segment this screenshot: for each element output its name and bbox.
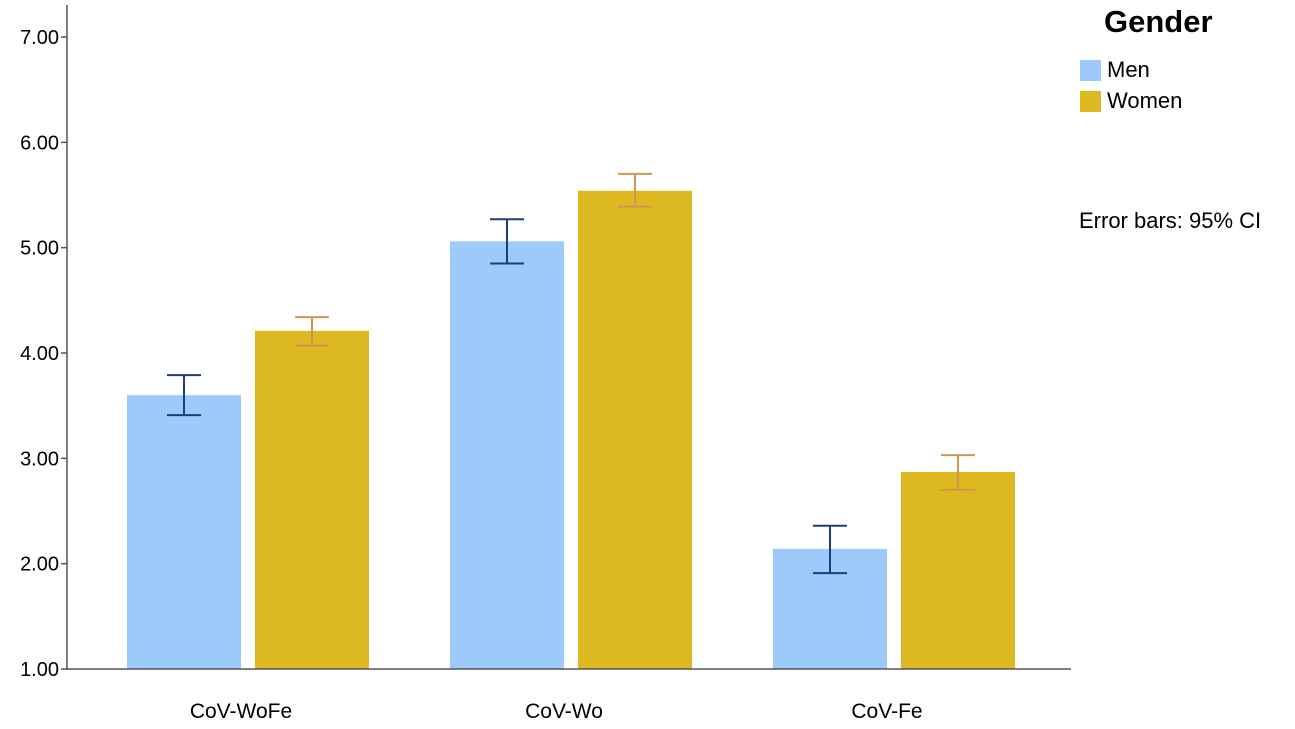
legend-swatch-women bbox=[1080, 90, 1101, 112]
bars-group bbox=[127, 190, 1015, 669]
x-tick-label-cov-wofe: CoV-WoFe bbox=[190, 700, 292, 723]
legend-label-women: Women bbox=[1107, 88, 1183, 113]
legend-item-men: Men bbox=[1080, 57, 1150, 83]
axes-group bbox=[61, 5, 1071, 670]
y-tick-label-6.00: 6.00 bbox=[20, 132, 59, 154]
error-bar-women-cov-fe bbox=[941, 454, 975, 491]
bar-men-cov-wo bbox=[450, 241, 564, 669]
error-bars-note: Error bars: 95% CI bbox=[1079, 208, 1262, 233]
legend-title: Gender bbox=[1104, 4, 1213, 39]
x-tick-label-cov-wo: CoV-Wo bbox=[525, 700, 603, 723]
bar-women-cov-wofe bbox=[255, 330, 369, 669]
legend-item-women: Women bbox=[1080, 88, 1182, 114]
x-tick-label-cov-fe: CoV-Fe bbox=[851, 700, 922, 723]
bar-men-cov-wofe bbox=[127, 395, 241, 669]
error-bar-men-cov-wofe bbox=[167, 374, 201, 417]
legend-label-men: Men bbox=[1107, 57, 1150, 82]
error-bar-women-cov-wo bbox=[618, 172, 652, 208]
y-tick-label-4.00: 4.00 bbox=[20, 343, 59, 365]
bar-women-cov-wo bbox=[578, 190, 692, 669]
error-bar-men-cov-fe bbox=[813, 524, 847, 575]
y-tick-label-7.00: 7.00 bbox=[20, 27, 59, 49]
legend-swatch-men bbox=[1080, 59, 1101, 81]
y-tick-label-1.00: 1.00 bbox=[20, 659, 59, 681]
labels-group: CoV-WoFe CoV-Wo CoV-Fe 1.00 2.00 3.00 4.00 5.00… bbox=[20, 27, 923, 723]
error-bar-women-cov-wofe bbox=[295, 316, 329, 347]
y-tick-label-5.00: 5.00 bbox=[20, 238, 59, 260]
y-tick-label-2.00: 2.00 bbox=[20, 554, 59, 576]
error-bars-group bbox=[167, 172, 975, 575]
bar-women-cov-fe bbox=[901, 472, 1015, 669]
error-bar-men-cov-wo bbox=[490, 218, 524, 265]
y-tick-label-3.00: 3.00 bbox=[20, 448, 59, 470]
